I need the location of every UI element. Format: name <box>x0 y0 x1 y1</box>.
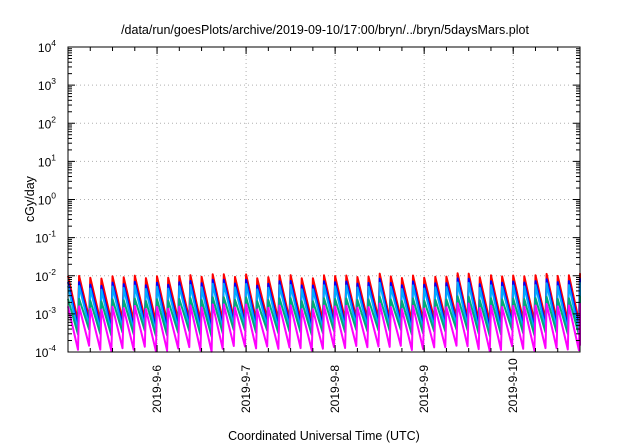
x-tick-label: 2019-9-7 <box>239 365 253 413</box>
y-axis-label: cGy/day <box>23 175 37 222</box>
y-tick-label: 101 <box>38 152 56 169</box>
series-line <box>67 302 581 353</box>
y-tick-label: 104 <box>38 38 56 55</box>
x-tick-label: 2019-9-6 <box>150 365 164 413</box>
x-tick-label: 2019-9-9 <box>417 365 431 413</box>
y-tick-label: 103 <box>38 76 56 93</box>
y-axis: 104 103 102 101 100 10-1 10-2 10-3 10-4 <box>35 38 580 360</box>
y-tick-label: 102 <box>38 114 56 131</box>
x-tick-label: 2019-9-10 <box>506 358 520 413</box>
y-tick-label: 10-3 <box>35 305 56 322</box>
x-axis-label: Coordinated Universal Time (UTC) <box>228 429 420 443</box>
plot-series-group <box>67 272 581 353</box>
x-axis: 2019-9-6 2019-9-7 2019-9-8 2019-9-9 2019-9-1… <box>67 47 581 413</box>
x-tick-label: 2019-9-8 <box>328 365 342 413</box>
y-tick-label: 100 <box>38 191 56 208</box>
chart-title: /data/run/goesPlots/archive/2019-09-10/1… <box>121 23 529 37</box>
y-tick-label: 10-1 <box>35 229 56 246</box>
y-tick-label: 10-2 <box>35 267 56 284</box>
y-tick-label: 10-4 <box>35 343 56 360</box>
